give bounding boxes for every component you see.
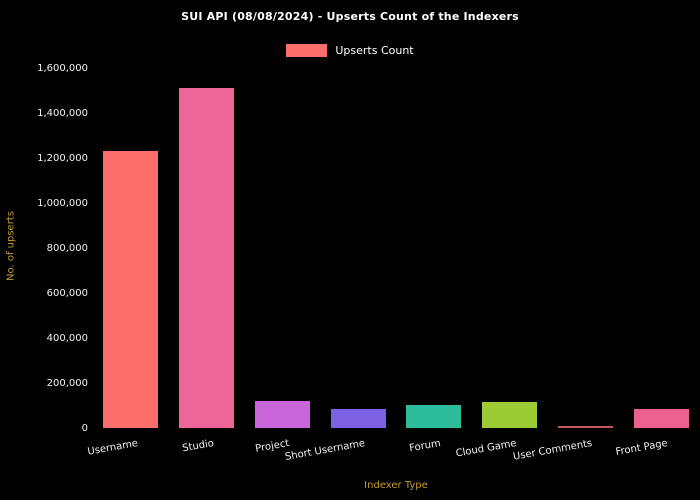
- x-tick-label: Studio: [181, 438, 215, 455]
- y-tick-label: 0: [81, 422, 88, 434]
- bar-user-comments: [557, 426, 613, 428]
- legend-label: Upserts Count: [335, 44, 414, 57]
- y-tick-label: 400,000: [46, 332, 88, 344]
- x-tick-label: User Comments: [512, 438, 594, 463]
- x-tick-label: Short Username: [284, 438, 367, 463]
- y-tick-label: 1,600,000: [37, 62, 88, 74]
- x-tick-label: Front Page: [615, 438, 670, 458]
- y-tick-label: 800,000: [46, 242, 88, 254]
- y-tick-label: 1,000,000: [37, 197, 88, 209]
- bar-username: [103, 151, 159, 428]
- y-tick-label: 200,000: [46, 377, 88, 389]
- x-tick-label: Username: [86, 438, 139, 458]
- bar-project: [254, 401, 310, 428]
- y-tick-label: 600,000: [46, 287, 88, 299]
- x-axis-label: Indexer Type: [364, 480, 428, 491]
- bar-forum: [406, 405, 462, 428]
- plot-area: [93, 68, 699, 428]
- x-tick-label: Cloud Game: [455, 438, 518, 460]
- bar-cloud-game: [482, 402, 538, 428]
- chart-title: SUI API (08/08/2024) - Upserts Count of …: [181, 10, 519, 23]
- y-tick-label: 1,400,000: [37, 107, 88, 119]
- x-tick-label: Forum: [408, 438, 442, 455]
- y-tick-label: 1,200,000: [37, 152, 88, 164]
- legend-swatch: [286, 44, 328, 57]
- y-axis-label: No. of upserts: [5, 211, 17, 281]
- legend: Upserts Count: [0, 44, 700, 57]
- bar-short-username: [330, 409, 386, 428]
- bar-front-page: [633, 409, 689, 428]
- bar-studio: [179, 88, 235, 428]
